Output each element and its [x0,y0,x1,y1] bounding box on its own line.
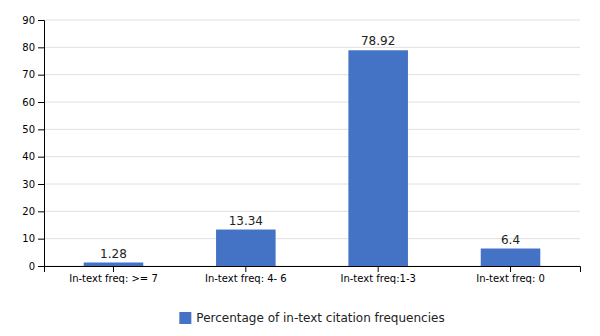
tick-label: In-text freq:1-3 [340,273,415,284]
grid-line [44,238,580,239]
bars [84,50,541,266]
data-label: 6.4 [501,233,520,247]
bar [84,263,144,266]
axis-line [38,21,45,267]
tick-label: 50 [22,124,35,135]
data-labels: 1.28 13.34 78.92 6.4 [100,34,520,260]
bar [481,249,541,266]
legend-swatch [179,312,191,324]
grid [44,20,580,266]
tick: In-text freq: 0 [476,266,545,284]
tick: 50 [22,124,44,135]
tick: 60 [22,97,44,108]
tick-mark [38,20,44,21]
tick-label: 0 [29,261,35,272]
data-label: 1.28 [100,247,127,261]
grid-line [44,129,580,130]
grid-line [44,211,580,212]
grid-line [44,102,580,103]
tick: 30 [22,179,44,190]
tick-label: 40 [22,151,35,162]
tick-mark [38,184,44,185]
tick: 80 [22,42,44,53]
tick-mark [510,266,511,272]
tick: In-text freq: >= 7 [69,266,158,284]
grid-line [44,184,580,185]
tick: In-text freq:1-3 [340,266,415,284]
tick-mark [38,211,44,212]
tick-label: In-text freq: 4- 6 [205,273,287,284]
grid-line [44,20,580,21]
tick-mark [38,75,44,76]
tick: In-text freq: 4- 6 [205,266,287,284]
tick-label: 30 [22,179,35,190]
bar [216,230,276,266]
x-axis: In-text freq: >= 7 In-text freq: 4- 6 In-t… [45,266,581,284]
tick: 90 [22,15,44,26]
tick-mark [245,266,246,272]
tick: 10 [22,233,44,244]
tick-mark [38,47,44,48]
tick: 20 [22,206,44,217]
bar [348,50,408,266]
tick-label: In-text freq: >= 7 [69,273,158,284]
tick-mark [113,266,114,272]
data-label: 13.34 [229,214,263,228]
tick: 40 [22,151,44,162]
grid-line [44,47,580,48]
legend: Percentage of in-text citation frequenci… [179,311,444,325]
tick-mark [378,266,379,272]
tick-label: 80 [22,42,35,53]
tick-label: 90 [22,15,35,26]
grid-line [44,156,580,157]
legend-item: Percentage of in-text citation frequenci… [179,311,444,325]
tick-mark [38,239,44,240]
tick-label: 60 [22,97,35,108]
tick-label: 20 [22,206,35,217]
tick-mark [38,102,44,103]
tick-label: 10 [22,233,35,244]
data-label: 78.92 [361,34,395,48]
tick: 70 [22,69,44,80]
chart: 1.28 13.34 78.92 6.4 0 10 20 30 40 50 60 70 80 90 In-t… [0,0,600,336]
tick-label: In-text freq: 0 [476,273,545,284]
tick-mark [38,266,44,267]
tick: 0 [29,261,44,272]
tick-mark [38,157,44,158]
grid-line [44,74,580,75]
tick-label: 70 [22,69,35,80]
plot: 1.28 13.34 78.92 6.4 0 10 20 30 40 50 60 70 80 90 In-t… [22,15,580,284]
axis-line [45,267,581,273]
y-axis: 0 10 20 30 40 50 60 70 80 90 [22,15,44,272]
legend-label: Percentage of in-text citation frequenci… [196,311,444,325]
tick-mark [38,129,44,130]
